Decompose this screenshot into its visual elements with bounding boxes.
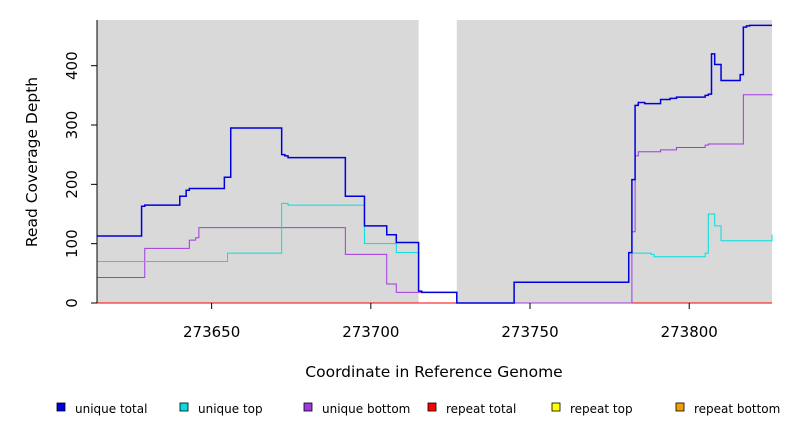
x-tick-label: 273750 — [501, 323, 558, 341]
gap-region — [418, 20, 457, 303]
y-axis-title: Read Coverage Depth — [23, 77, 41, 247]
legend-label: unique total — [75, 402, 147, 416]
y-tick-label: 0 — [63, 298, 81, 308]
y-tick-label: 100 — [63, 229, 81, 258]
y-tick-label: 300 — [63, 111, 81, 140]
y-tick-label: 400 — [63, 51, 81, 80]
axis-layer: 0 100 200 300 400 273650 273700 273750 273800 — [63, 20, 718, 341]
legend-label: repeat total — [446, 402, 516, 416]
x-tick-label: 273650 — [183, 323, 240, 341]
legend-swatch — [675, 402, 685, 412]
series-layer — [97, 24, 773, 304]
legend-label: unique bottom — [322, 402, 410, 416]
legend-label: repeat top — [570, 402, 633, 416]
legend-swatch — [179, 402, 189, 412]
x-tick-label: 273700 — [342, 323, 399, 341]
legend-label: repeat bottom — [694, 402, 780, 416]
legend-swatch — [551, 402, 561, 412]
legend-swatch — [427, 402, 437, 412]
x-axis-title: Coordinate in Reference Genome — [305, 363, 562, 381]
y-tick-label: 200 — [63, 170, 81, 199]
series-line-unique-total — [97, 24, 772, 304]
legend-swatch — [56, 402, 66, 412]
legend-swatch — [303, 402, 313, 412]
x-tick-label: 273800 — [661, 323, 718, 341]
legend: unique total unique top unique bottom repea… — [56, 402, 780, 416]
legend-label: unique top — [198, 402, 263, 416]
